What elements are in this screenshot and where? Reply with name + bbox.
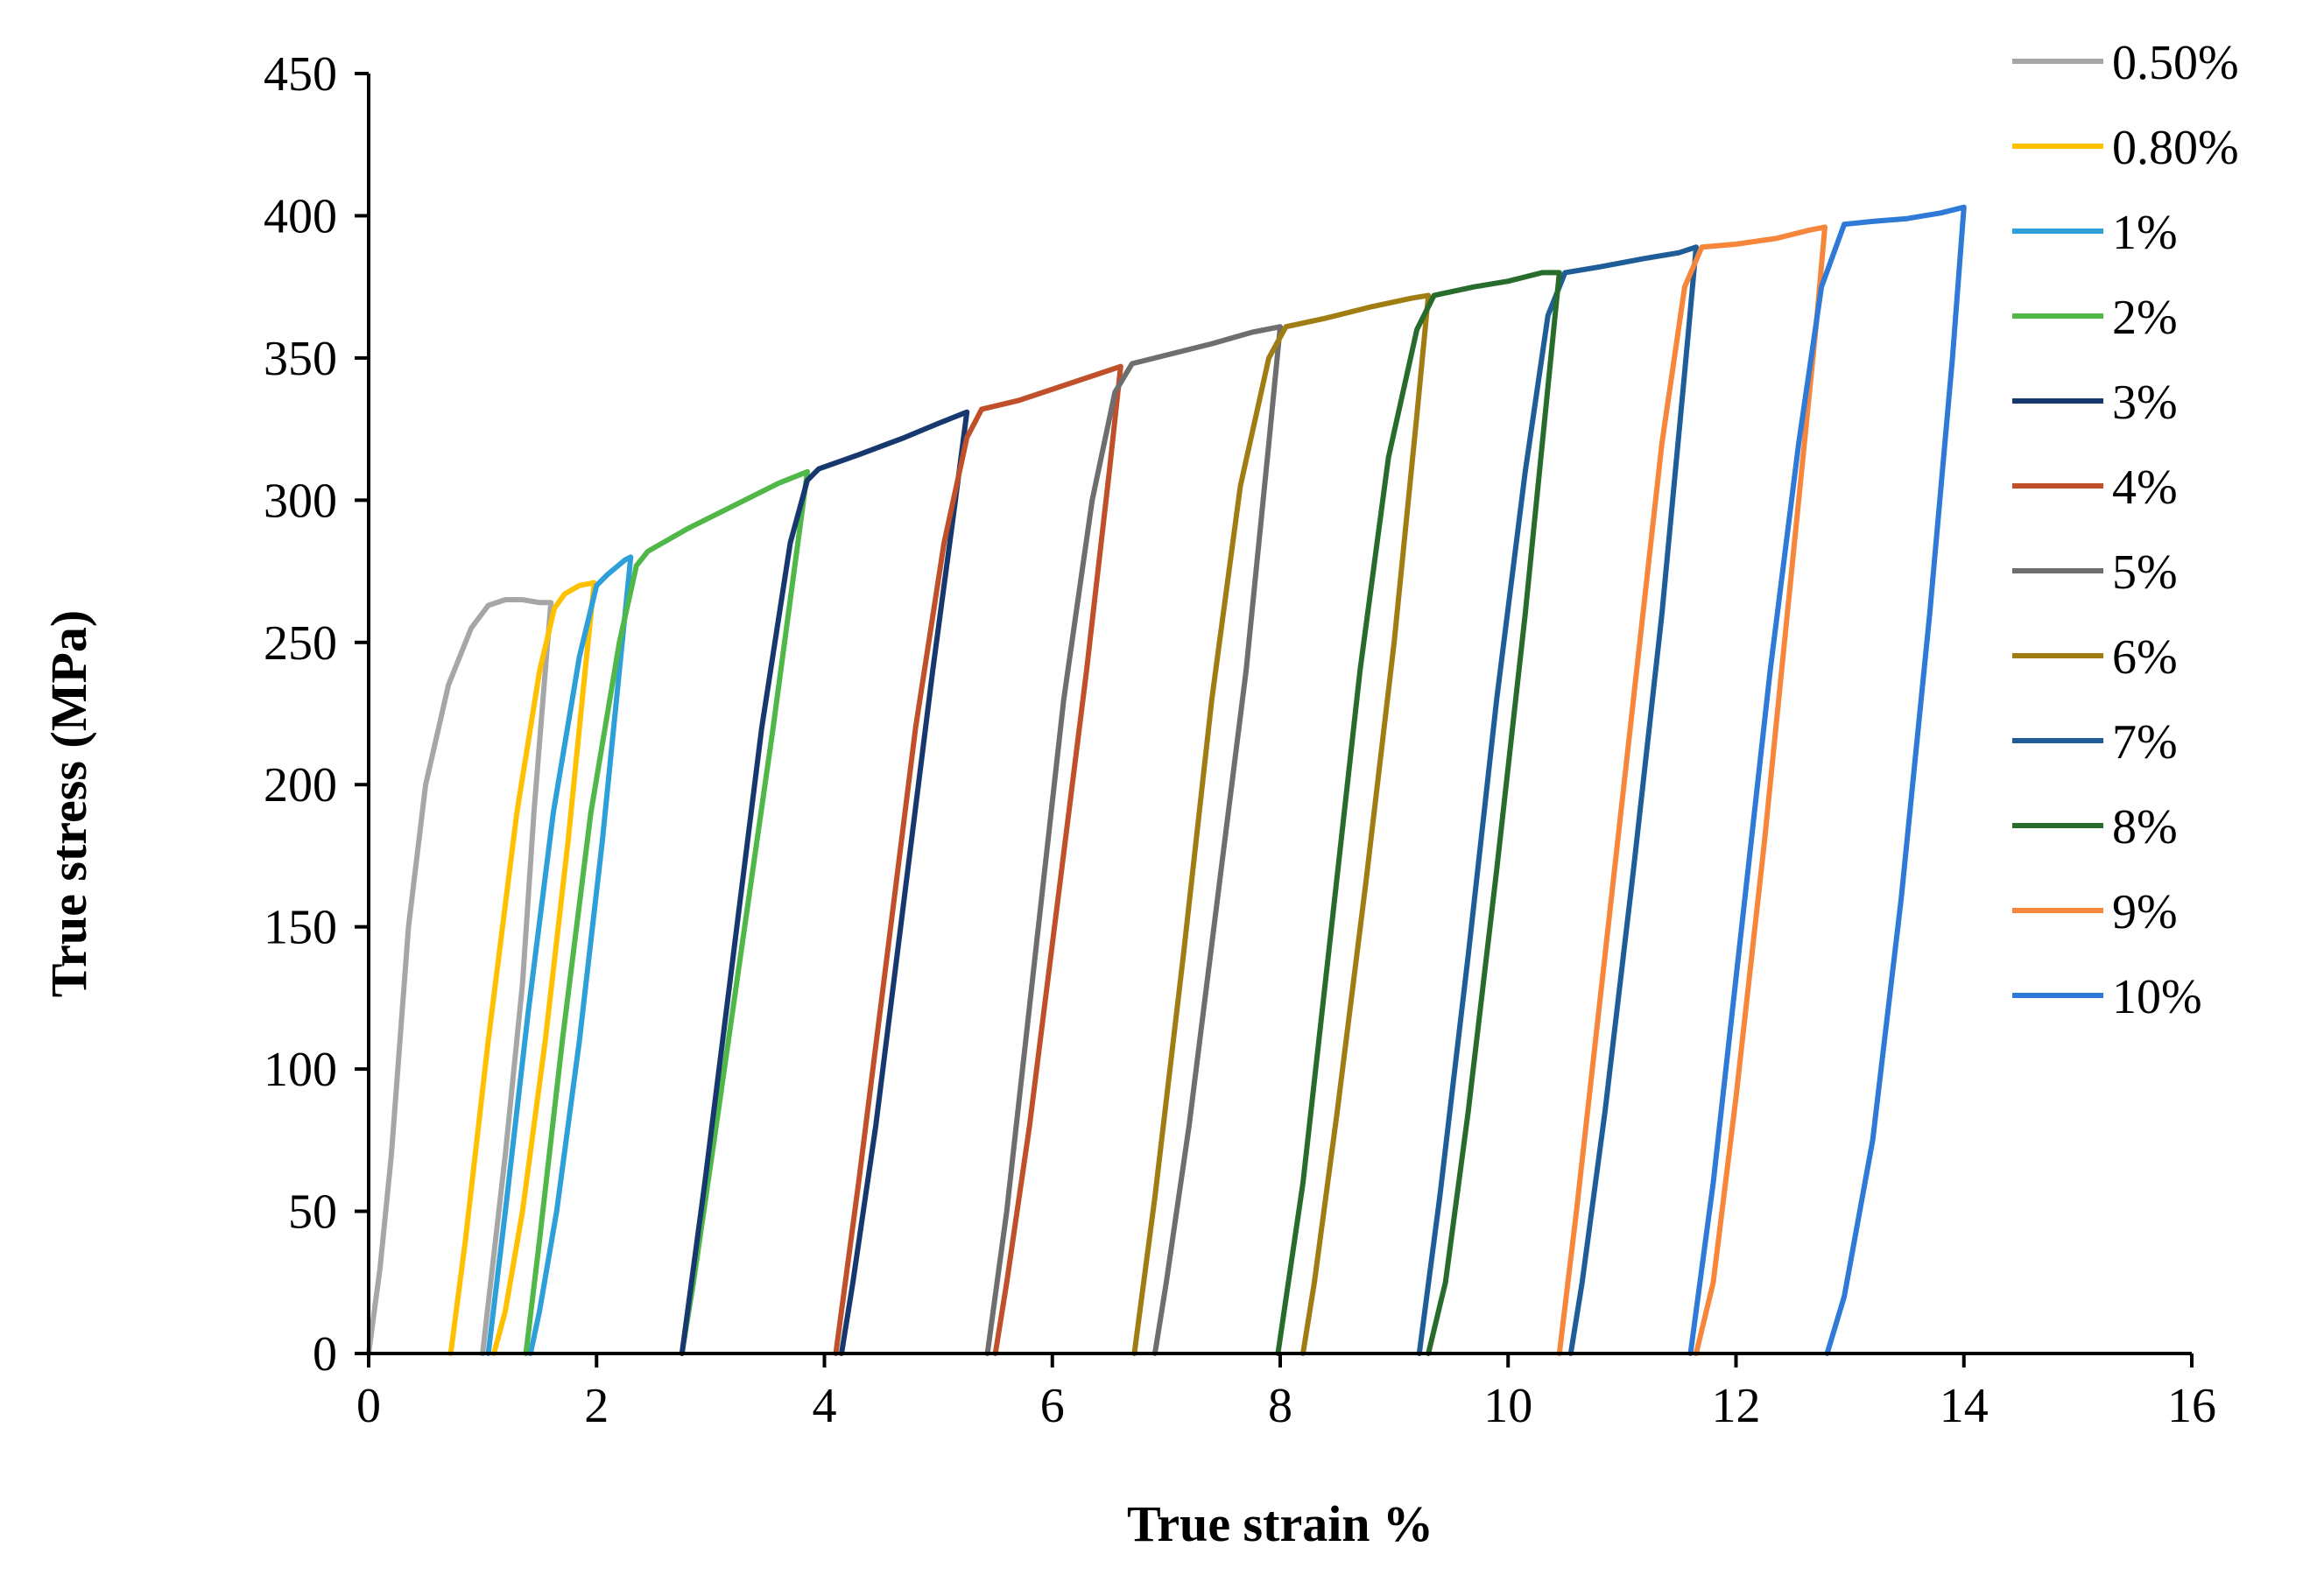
series-line-3 (523, 468, 810, 1356)
series-line-6 (984, 324, 1283, 1356)
legend-label-11: 10% (2112, 970, 2202, 1024)
series-line-7 (1131, 292, 1432, 1356)
legend-label-0: 0.50% (2112, 36, 2239, 90)
series-line-2 (485, 554, 634, 1356)
legend-label-8: 7% (2112, 715, 2178, 770)
legend-label-3: 2% (2112, 291, 2178, 345)
y-tick-label: 350 (264, 332, 337, 386)
x-tick-label: 16 (2167, 1379, 2216, 1433)
y-tick-label: 250 (264, 616, 337, 671)
legend-label-9: 8% (2112, 800, 2178, 854)
x-axis-title: True strain % (1127, 1495, 1433, 1552)
x-tick-label: 8 (1268, 1379, 1292, 1433)
legend-label-1: 0.80% (2112, 121, 2239, 175)
x-tick-label: 12 (1712, 1379, 1761, 1433)
x-tick-label: 4 (813, 1379, 837, 1433)
y-tick-label: 50 (288, 1185, 337, 1240)
legend-label-2: 1% (2112, 206, 2178, 260)
legend-label-10: 9% (2112, 885, 2178, 939)
y-tick-label: 100 (264, 1043, 337, 1097)
y-tick-label: 0 (313, 1327, 337, 1382)
x-tick-label: 14 (1940, 1379, 1989, 1433)
legend-layer: 0.50% 0.80% 1% 2% 3% 4% 5% 6% 7% 8% 9% 10% (2012, 36, 2239, 1024)
axes-layer: 0 2 4 6 8 10 12 14 16 0 50 100 150 200 250 300 350 400 450 (264, 47, 2216, 1433)
series-layer (366, 204, 1967, 1356)
series-line-1 (447, 580, 597, 1356)
y-tick-label: 150 (264, 901, 337, 955)
y-tick-label: 400 (264, 189, 337, 243)
series-line-9 (1275, 270, 1562, 1356)
y-tick-label: 450 (264, 47, 337, 102)
series-line-11 (1687, 204, 1967, 1356)
x-tick-label: 6 (1040, 1379, 1065, 1433)
legend-label-6: 5% (2112, 545, 2178, 600)
series-line-8 (1416, 244, 1699, 1356)
legend-label-7: 6% (2112, 630, 2178, 685)
legend-label-4: 3% (2112, 376, 2178, 430)
x-tick-label: 0 (356, 1379, 381, 1433)
series-line-10 (1556, 224, 1828, 1356)
series-line-0 (366, 597, 554, 1356)
y-axis-title: True stress (MPa) (40, 610, 97, 997)
x-tick-label: 10 (1483, 1379, 1532, 1433)
legend-label-5: 4% (2112, 461, 2178, 515)
y-tick-label: 200 (264, 758, 337, 812)
x-tick-label: 2 (584, 1379, 609, 1433)
series-line-5 (833, 363, 1123, 1356)
series-line-4 (679, 409, 970, 1356)
y-tick-label: 300 (264, 474, 337, 528)
